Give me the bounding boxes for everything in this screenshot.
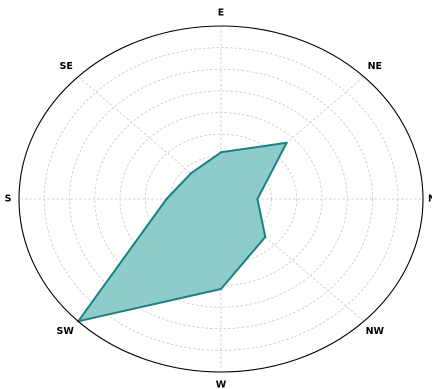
direction-label-s: S [5, 194, 12, 205]
direction-labels: N NE E SE S SW W NW [5, 8, 432, 389]
direction-label-se: SE [60, 61, 73, 72]
data-point-w [220, 288, 222, 290]
data-point-nw [264, 235, 267, 238]
data-point-se [190, 172, 192, 175]
direction-label-sw: SW [57, 326, 75, 337]
data-point-e [220, 151, 222, 154]
series-area-layer [77, 141, 288, 323]
polar-frame [18, 25, 424, 373]
data-point-n [256, 198, 259, 200]
data-point-s [165, 198, 168, 200]
direction-label-e: E [218, 8, 225, 19]
direction-label-nw: NW [366, 326, 385, 337]
series-area-0 [77, 141, 288, 323]
direction-label-w: W [216, 380, 227, 389]
direction-label-n: N [428, 194, 432, 205]
data-point-ne [285, 141, 288, 144]
direction-label-ne: NE [368, 61, 382, 72]
grid-ring [69, 68, 373, 330]
